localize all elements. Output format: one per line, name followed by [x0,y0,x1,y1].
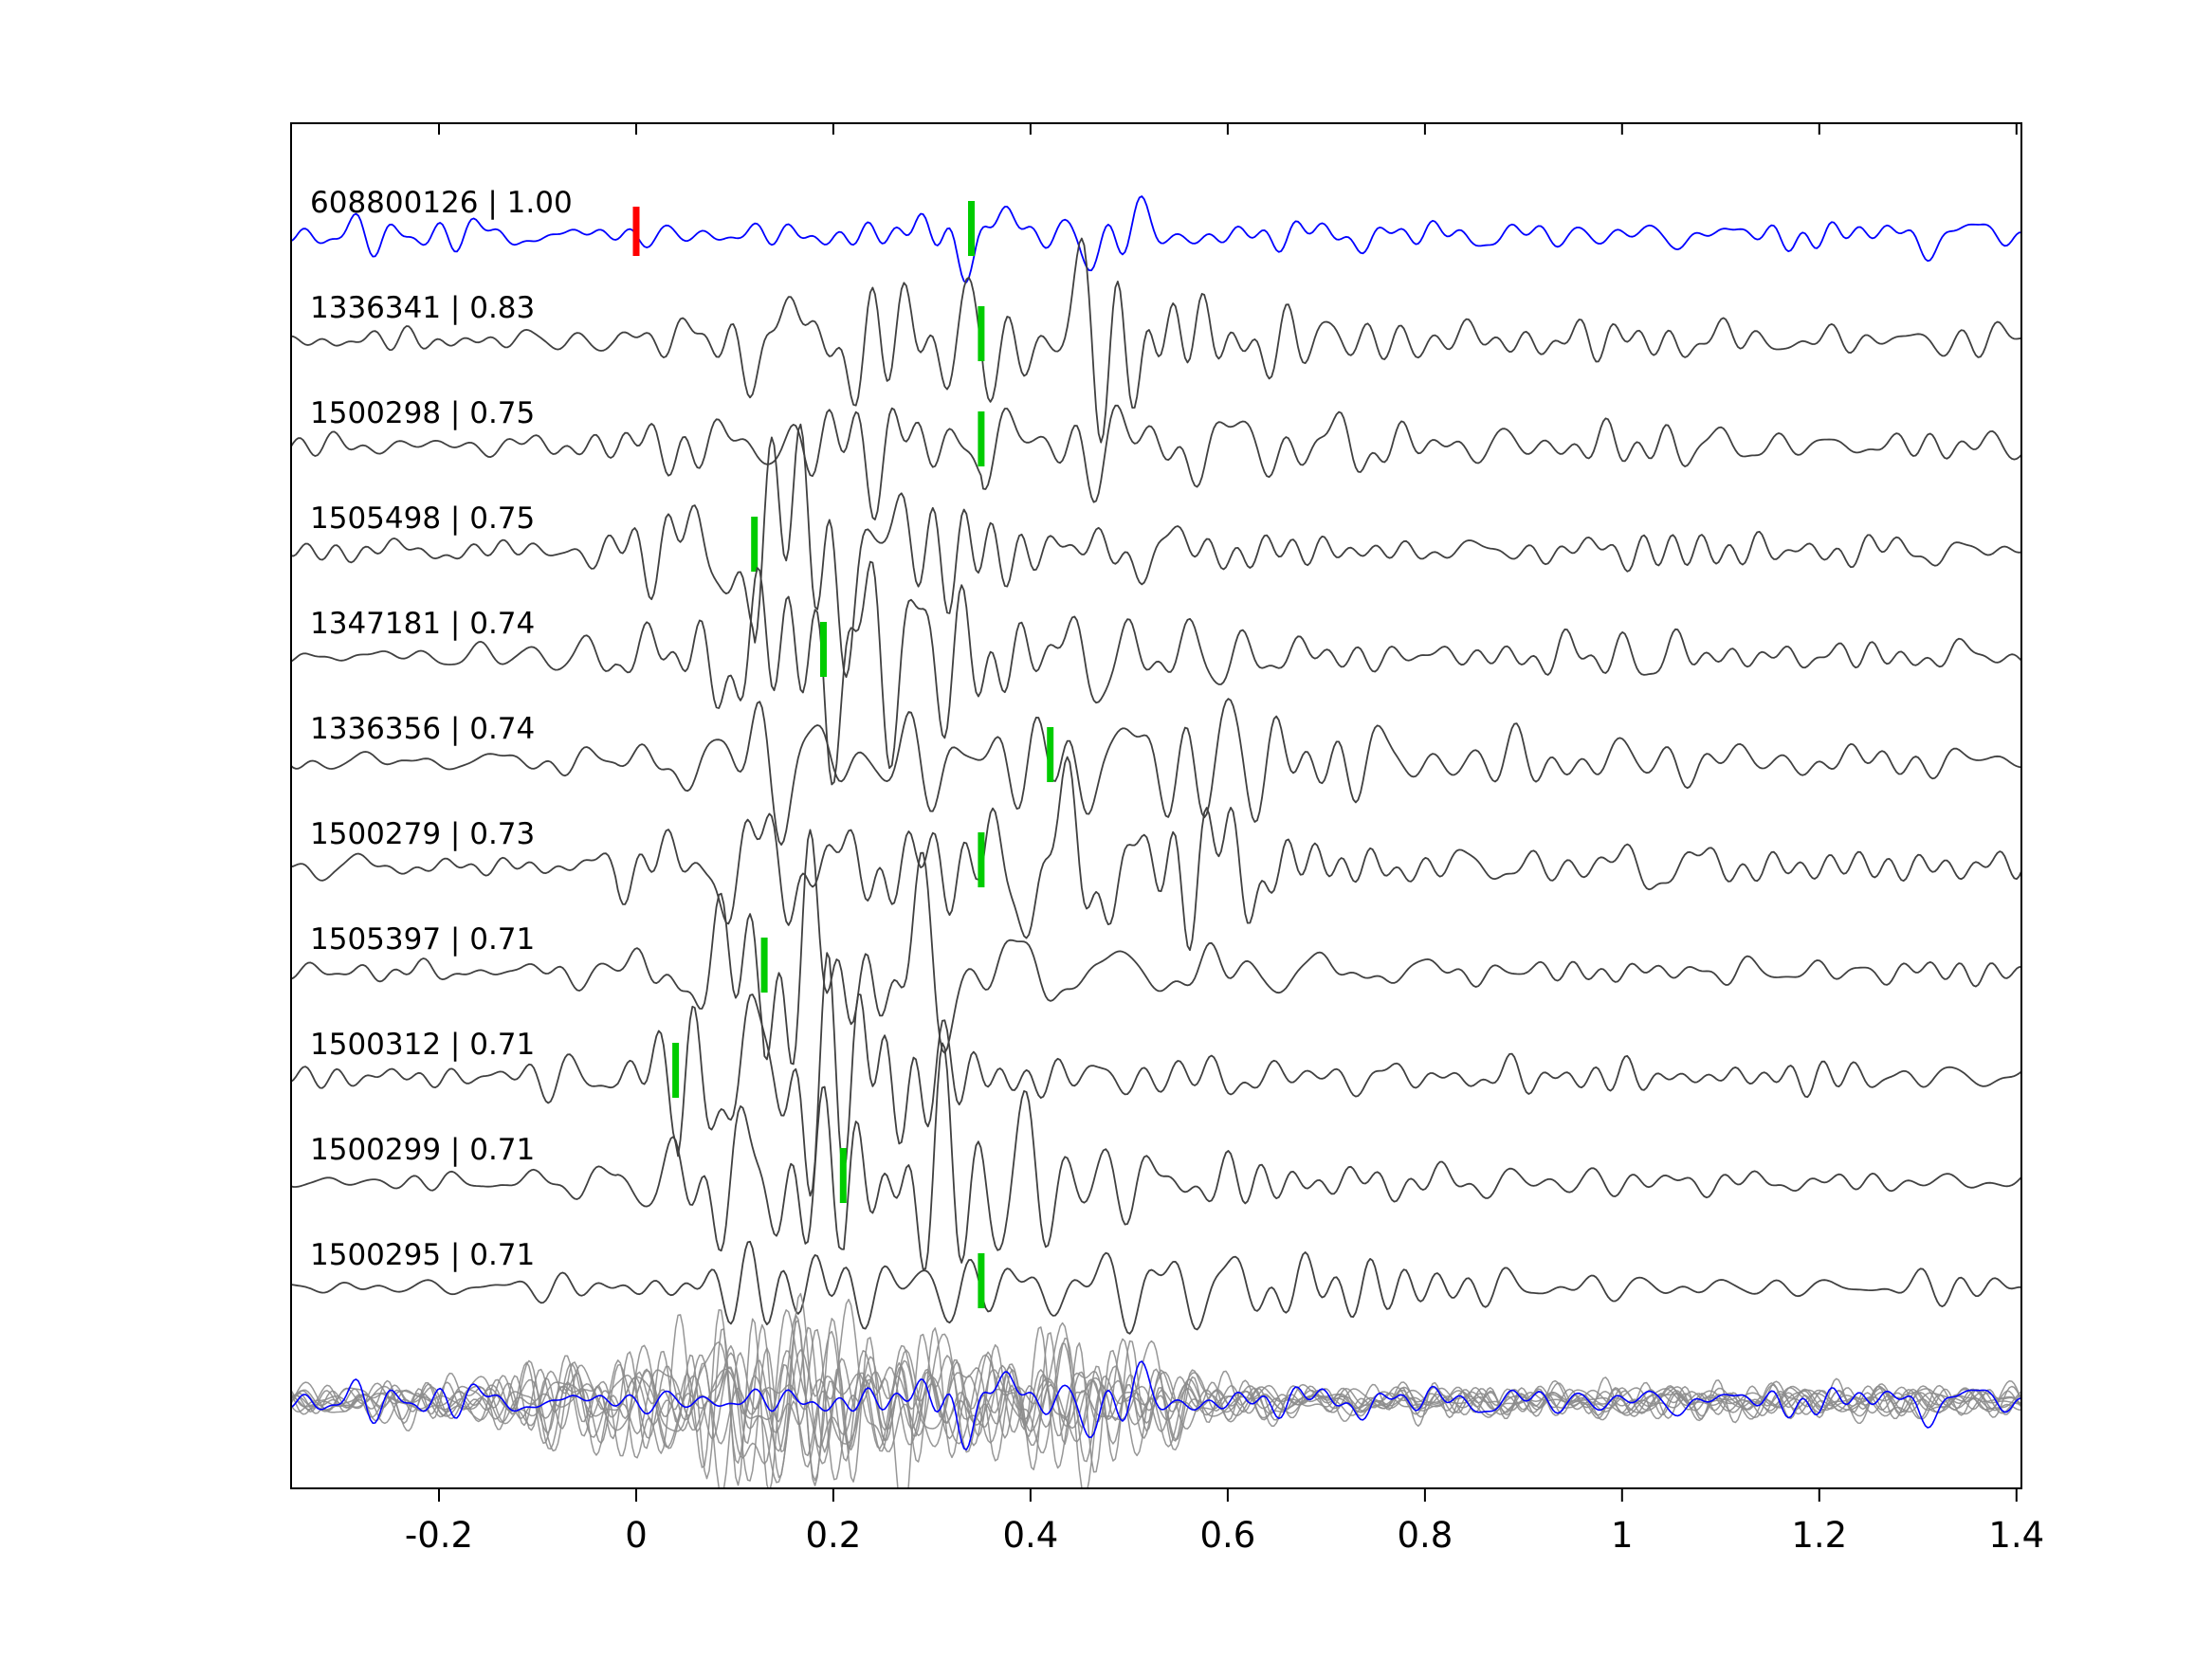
x-tick-label: 1.4 [1988,1515,2044,1556]
trace-label-1500295: 1500295 | 0.71 [310,1238,535,1272]
x-tick-label: 1 [1611,1515,1634,1556]
pick-marker-1500295 [978,1253,985,1308]
pick-marker-608800126 [968,201,975,256]
trace-label-1336341: 1336341 | 0.83 [310,291,535,325]
pick-marker-1500279 [978,832,985,887]
x-tick-label: -0.2 [405,1515,473,1556]
stack-trace-gray-9 [291,1309,2021,1465]
x-tick-label: 0.8 [1397,1515,1453,1556]
pick-marker-1336356 [1047,727,1054,782]
trace-608800126 [291,195,2021,283]
x-tick-label: 0.6 [1199,1515,1255,1556]
trace-1500299 [291,1042,2021,1270]
pick-marker-1505397 [760,938,768,993]
trace-label-1505498: 1505498 | 0.75 [310,501,535,536]
trace-1500295 [291,1240,2021,1335]
stack-trace-template [291,1360,2021,1450]
pick-marker-1505498 [751,517,759,572]
trace-label-1500299: 1500299 | 0.71 [310,1133,535,1167]
x-tick-label: 0.2 [805,1515,861,1556]
trace-1347181 [291,560,2021,786]
plot-frame [290,122,2022,1489]
x-tick-label: 0 [625,1515,648,1556]
trace-1500312 [291,952,2021,1197]
trace-1336356 [291,698,2021,846]
trace-label-1500279: 1500279 | 0.73 [310,817,535,851]
ref-marker-608800126 [632,207,640,256]
trace-1500298 [291,404,2021,520]
stack-trace-gray-7 [291,1349,2021,1488]
pick-marker-1500312 [672,1043,680,1098]
trace-label-1336356: 1336356 | 0.74 [310,712,535,746]
x-tick-label: 0.4 [1002,1515,1058,1556]
trace-1500279 [291,756,2021,952]
trace-label-608800126: 608800126 | 1.00 [310,186,573,220]
trace-1505498 [291,423,2021,679]
trace-label-1500298: 1500298 | 0.75 [310,396,535,430]
pick-marker-1500298 [978,411,985,466]
pick-marker-1347181 [820,622,827,677]
trace-label-1347181: 1347181 | 0.74 [310,607,535,641]
pick-marker-1336341 [978,306,985,361]
trace-label-1505397: 1505397 | 0.71 [310,922,535,957]
trace-1336341 [291,237,2021,444]
trace-1505397 [291,829,2021,1066]
traces-group [291,195,2021,1488]
x-tick-label: 1.2 [1791,1515,1847,1556]
pick-marker-1500299 [839,1148,847,1203]
trace-label-1500312: 1500312 | 0.71 [310,1028,535,1062]
